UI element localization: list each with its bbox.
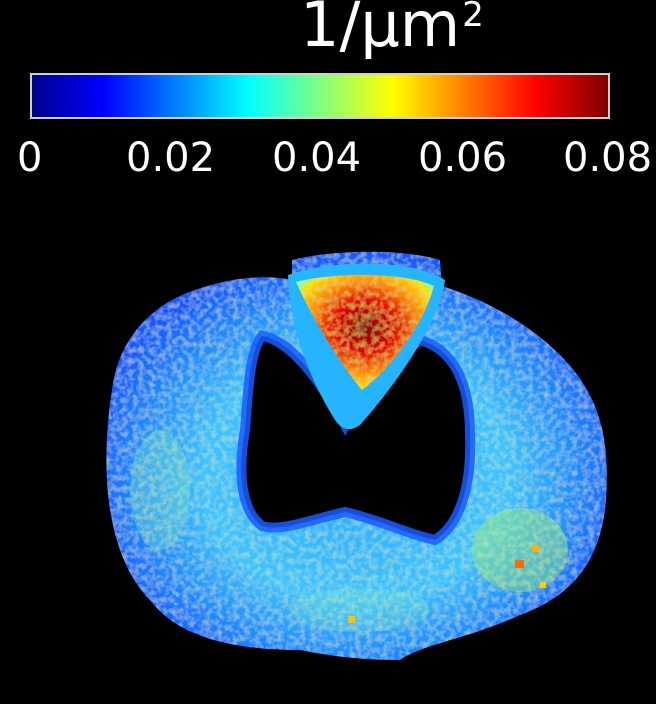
- colorbar-tick-label: 0: [17, 135, 43, 181]
- colorbar-tick-label: 0.06: [418, 135, 508, 181]
- density-map: [106, 251, 607, 660]
- colorbar-tick-label: 0.08: [563, 135, 653, 181]
- colorbar-tick-label: 0.02: [126, 135, 216, 181]
- unit-exponent: 2: [462, 0, 484, 35]
- colorbar-gradient: [30, 73, 610, 119]
- colorbar-unit-label: 1/μm2: [300, 0, 484, 56]
- unit-base: 1/μm: [300, 0, 461, 61]
- central-void: [241, 336, 471, 540]
- colorbar-tick-label: 0.04: [272, 135, 362, 181]
